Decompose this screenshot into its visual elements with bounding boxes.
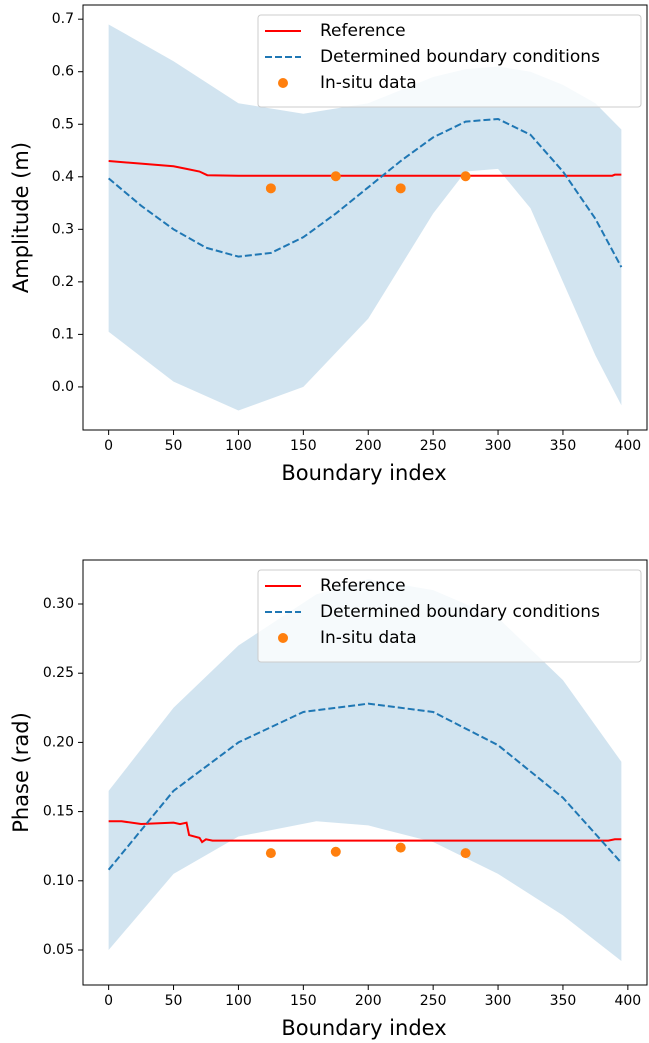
legend-marker [278,78,288,88]
x-tick-label: 400 [614,438,641,454]
scatter-point [330,846,341,857]
legend-label: Reference [320,576,406,596]
x-tick-label: 50 [165,993,183,1009]
axes-frame [82,4,648,431]
x-tick-label: 0 [104,438,113,454]
legend-label: Determined boundary conditions [320,47,600,67]
x-tick-label: 350 [550,993,577,1009]
y-tick-label: 0.30 [43,596,74,612]
y-tick-label: 0.0 [52,379,74,395]
legend-box [257,14,642,108]
legend-box [257,569,642,663]
y-tick-label: 0.3 [52,221,74,237]
y-tick-label: 0.05 [43,942,74,958]
x-tick-label: 200 [355,438,382,454]
x-tick-label: 50 [165,438,183,454]
x-tick-label: 300 [485,993,512,1009]
line [107,702,623,871]
y-tick-label: 0.10 [43,873,74,889]
scatter-point [395,183,406,194]
x-tick-label: 300 [485,438,512,454]
x-tick-label: 350 [550,438,577,454]
legend-label: In-situ data [320,73,417,93]
x-tick-label: 250 [420,438,447,454]
legend-label: Determined boundary conditions [320,602,600,622]
x-axis-label: Boundary index [281,1016,446,1040]
x-tick-label: 100 [225,438,252,454]
y-tick-label: 0.1 [52,326,74,342]
x-tick-label: 400 [614,993,641,1009]
y-tick-label: 0.25 [43,665,74,681]
y-tick-label: 0.6 [52,64,74,80]
scatter-point [460,171,471,182]
y-tick-label: 0.2 [52,274,74,290]
y-tick-label: 0.15 [43,804,74,820]
scatter-point [460,848,471,859]
x-tick-label: 200 [355,993,382,1009]
x-tick-label: 250 [420,993,447,1009]
scatter-point [395,842,406,853]
y-tick-label: 0.20 [43,734,74,750]
legend-label: In-situ data [320,628,417,648]
y-tick-label: 0.5 [52,116,74,132]
legend-marker [278,633,288,643]
x-axis-label: Boundary index [281,461,446,485]
line [108,820,622,844]
legend-label: Reference [320,21,406,41]
x-tick-label: 150 [290,438,317,454]
x-tick-label: 0 [104,993,113,1009]
line [107,117,623,268]
y-axis-label: Phase (rad) [9,712,33,833]
line [108,160,622,177]
x-tick-label: 100 [225,993,252,1009]
y-axis-label: Amplitude (m) [9,142,33,293]
confidence-band [108,579,622,962]
y-tick-label: 0.4 [52,169,74,185]
axes-frame [82,559,648,986]
scatter-point [330,171,341,182]
scatter-point [265,183,276,194]
y-tick-label: 0.7 [52,11,74,27]
confidence-band [108,24,622,411]
x-tick-label: 150 [290,993,317,1009]
scatter-point [265,848,276,859]
